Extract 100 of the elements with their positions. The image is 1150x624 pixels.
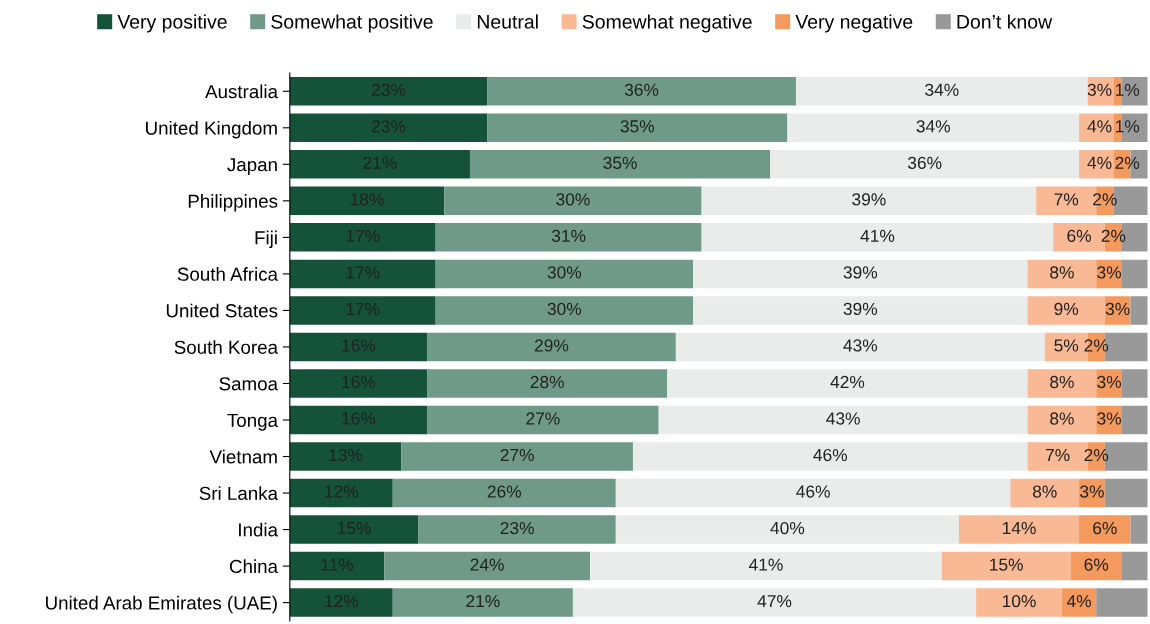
legend-label: Don’t know <box>957 14 1053 29</box>
data-label: 39% <box>843 266 878 279</box>
data-label: 3% <box>1097 412 1122 425</box>
data-label: 10% <box>1002 594 1036 608</box>
legend-label: Neutral <box>477 14 538 29</box>
bar <box>435 296 694 325</box>
data-label: 39% <box>852 193 886 206</box>
y-tick-label: Sri Lanka <box>199 486 278 501</box>
bar <box>401 442 633 471</box>
data-label: 2% <box>1084 448 1109 462</box>
y-tick-label: India <box>239 522 278 537</box>
data-label: 6% <box>1093 521 1117 535</box>
data-label: 36% <box>907 156 942 169</box>
bar <box>427 332 676 362</box>
bar <box>289 296 436 325</box>
data-label: 30% <box>547 302 582 316</box>
bar <box>1121 405 1148 435</box>
bar <box>667 369 1028 398</box>
bar <box>289 332 428 362</box>
bar <box>675 332 1045 362</box>
bar <box>590 551 942 581</box>
bar <box>1130 296 1148 325</box>
bar <box>418 515 616 544</box>
bar <box>701 223 1054 252</box>
bar <box>435 223 702 252</box>
bar <box>289 223 436 252</box>
bar <box>1061 588 1097 617</box>
bar <box>289 405 428 435</box>
bar <box>615 478 1011 508</box>
bar <box>289 588 393 617</box>
data-label: 3% <box>1080 485 1104 498</box>
data-label: 8% <box>1032 485 1057 498</box>
data-label: 5% <box>1054 339 1079 352</box>
bar <box>1010 478 1080 508</box>
bar <box>487 113 788 143</box>
data-label: 3% <box>1087 83 1112 96</box>
data-label: 3% <box>1105 302 1130 316</box>
y-tick-label: Fiji <box>255 230 277 249</box>
data-label: 21% <box>466 594 500 608</box>
bar <box>1121 369 1148 398</box>
bar <box>1027 296 1105 325</box>
bar <box>289 369 428 398</box>
bar <box>658 405 1028 435</box>
bar <box>693 296 1028 325</box>
bar <box>1121 259 1148 289</box>
bar <box>392 588 573 617</box>
data-label: 46% <box>813 448 848 462</box>
legend-label: Somewhat positive <box>271 14 433 33</box>
data-label: 27% <box>526 412 560 425</box>
data-label: 8% <box>1050 412 1074 425</box>
data-label: 29% <box>534 339 569 352</box>
bar <box>427 369 668 398</box>
y-tick-label: Samoa <box>219 377 278 391</box>
data-label: 28% <box>530 375 564 389</box>
data-label: 15% <box>990 558 1023 571</box>
bar <box>289 186 445 216</box>
data-label: 34% <box>916 120 950 133</box>
data-label: 36% <box>624 83 659 96</box>
data-label: 2% <box>1101 229 1126 242</box>
bar <box>701 186 1037 216</box>
data-label: 43% <box>826 412 860 425</box>
legend-label: Very negative <box>795 14 913 33</box>
bar <box>289 478 393 508</box>
data-label: 2% <box>1115 156 1140 169</box>
data-label: 35% <box>603 156 637 169</box>
bar <box>392 478 616 508</box>
bar <box>770 150 1080 179</box>
y-tick-label: United Kingdom <box>146 121 277 139</box>
bar <box>289 515 419 544</box>
y-tick-label: Tonga <box>227 413 278 431</box>
data-label: 23% <box>500 521 534 535</box>
bar <box>289 77 488 106</box>
data-label: 40% <box>770 521 805 535</box>
data-label: 39% <box>843 302 878 316</box>
y-tick-label: China <box>229 559 278 574</box>
bar <box>487 77 796 106</box>
data-label: 42% <box>830 375 865 389</box>
data-label: 2% <box>1084 339 1109 352</box>
bar <box>289 551 385 581</box>
bar <box>444 186 702 216</box>
bar <box>615 515 959 544</box>
bar <box>795 77 1088 106</box>
y-tick-label: South Africa <box>177 267 278 281</box>
bar <box>1027 369 1097 398</box>
y-tick-label: Japan <box>227 158 277 175</box>
y-tick-label: South Korea <box>174 340 278 354</box>
legend-label: Somewhat negative <box>582 14 752 33</box>
bar <box>1130 515 1148 544</box>
data-label: 30% <box>556 193 590 206</box>
data-label: 41% <box>748 558 783 571</box>
bar <box>289 150 470 179</box>
bar <box>289 113 488 143</box>
bar <box>1079 150 1114 179</box>
data-label: 7% <box>1054 193 1079 206</box>
bar <box>958 515 1080 544</box>
y-tick-label: Philippines <box>188 194 278 212</box>
data-label: 30% <box>547 266 582 279</box>
bar <box>289 259 436 289</box>
bar <box>1096 369 1122 398</box>
data-label: 43% <box>843 339 878 352</box>
